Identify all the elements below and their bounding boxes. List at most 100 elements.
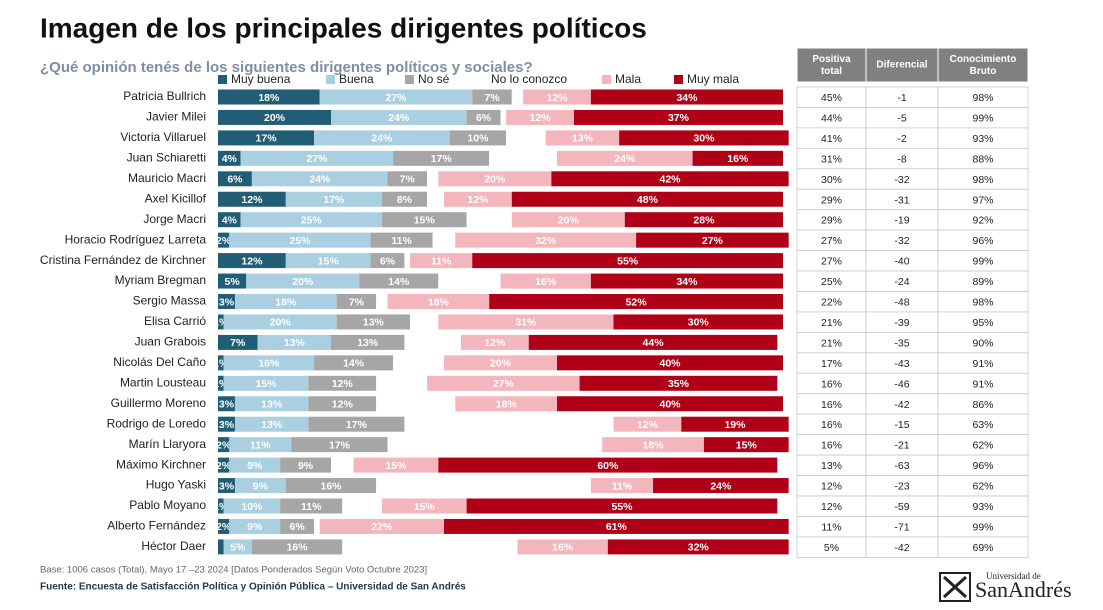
bar-segment (218, 130, 315, 146)
bar-segment (234, 416, 309, 432)
table-value: -46 (894, 378, 909, 390)
bar-segment (223, 375, 309, 391)
bar-segment (291, 437, 388, 453)
table-value: 16% (821, 399, 842, 411)
data-label: 24% (371, 133, 393, 145)
data-label: 28% (693, 214, 715, 226)
bar-segment (703, 437, 789, 453)
data-label: 13% (363, 317, 385, 329)
data-label: 17% (256, 133, 278, 145)
data-label: 24% (388, 112, 410, 124)
bar-segment (218, 416, 235, 432)
data-label: 11% (250, 439, 271, 451)
bar-segment (381, 191, 428, 207)
data-label: 9% (247, 460, 263, 472)
bar-segment (602, 437, 704, 453)
data-label: 11% (391, 235, 412, 247)
bar-segment (393, 355, 444, 371)
data-label: 40% (659, 358, 681, 370)
data-label: 6% (476, 112, 492, 124)
table-value: 22% (821, 297, 842, 309)
data-label: 16% (258, 358, 280, 370)
data-label: 13% (572, 133, 594, 145)
y-tick-label: Juan Schiaretti (127, 151, 206, 165)
bar-segment (218, 232, 230, 248)
bar-segment (410, 253, 473, 269)
data-label: 17% (323, 194, 345, 206)
table-value: 98% (972, 297, 993, 309)
bar-segment (314, 130, 450, 146)
data-label: 44% (643, 337, 665, 349)
bar-segment (523, 89, 591, 105)
table-header-line: Conocimiento (950, 54, 1017, 65)
data-label: 20% (490, 358, 512, 370)
bar-segment (376, 478, 591, 494)
legend-label: No sé (418, 72, 450, 86)
table-value: -35 (894, 337, 909, 349)
table-value: -48 (894, 297, 909, 309)
table-value: 21% (821, 317, 842, 329)
bar-segment (218, 212, 241, 228)
y-tick-label: Martin Lousteau (120, 375, 206, 389)
table-value: 92% (972, 215, 993, 227)
table-value: 96% (972, 460, 993, 472)
bar-segment (472, 253, 783, 269)
data-label: 18% (643, 439, 665, 451)
data-label: 32% (535, 235, 557, 247)
bar-segment (280, 457, 331, 473)
data-label: 12% (546, 92, 568, 104)
table-value: 12% (821, 501, 842, 513)
data-label: 20% (264, 112, 286, 124)
bar-segment (624, 212, 783, 228)
data-label: 30% (693, 133, 715, 145)
table-value: 62% (972, 481, 993, 493)
data-label: 13% (261, 419, 283, 431)
data-label: 12% (332, 378, 354, 390)
bar-segment (234, 478, 286, 494)
data-label: 9% (298, 460, 314, 472)
table-value: 27% (821, 256, 842, 268)
table-value: -1 (897, 92, 906, 104)
table-value: 99% (972, 112, 993, 124)
data-label: 2% (216, 460, 232, 472)
bar-segment (331, 109, 467, 125)
data-label: 55% (617, 255, 639, 267)
table-value: 99% (972, 256, 993, 268)
y-tick-label: Guillermo Moreno (111, 396, 207, 410)
table-value: 17% (821, 358, 842, 370)
data-label: 15% (414, 501, 436, 513)
data-label: 35% (668, 378, 690, 390)
table-value: 5% (824, 542, 839, 554)
table-value: 88% (972, 153, 993, 165)
bar-segment (234, 294, 337, 309)
data-label: 10% (467, 133, 489, 145)
bar-segment (460, 334, 529, 350)
bar-segment (223, 539, 252, 555)
bar-segment (438, 457, 778, 473)
bar-segment (331, 457, 354, 473)
data-label: 31% (515, 317, 537, 329)
table-value: 16% (821, 378, 842, 390)
bar-segment (218, 518, 230, 534)
table-cell (937, 536, 1029, 558)
data-label: 6% (290, 521, 306, 533)
data-label: 13% (261, 399, 283, 411)
bar-segment (240, 150, 394, 166)
bar-segment (636, 232, 789, 248)
legend-label: Mala (615, 72, 641, 86)
legend-label: Muy mala (687, 72, 739, 86)
bar-segment (466, 109, 501, 125)
bar-segment (619, 130, 789, 146)
bar-segment (590, 478, 654, 494)
data-label: 12% (530, 112, 552, 124)
bar-segment (466, 212, 512, 228)
bar-segment (280, 498, 343, 514)
bar-segment (240, 212, 382, 228)
bar-segment (511, 89, 524, 105)
bar-segment (427, 171, 439, 187)
data-label: 6% (380, 255, 396, 267)
bar-segment (511, 191, 783, 207)
bar-segment (455, 396, 557, 412)
data-label: 60% (597, 460, 619, 472)
data-label: 16% (552, 542, 574, 554)
